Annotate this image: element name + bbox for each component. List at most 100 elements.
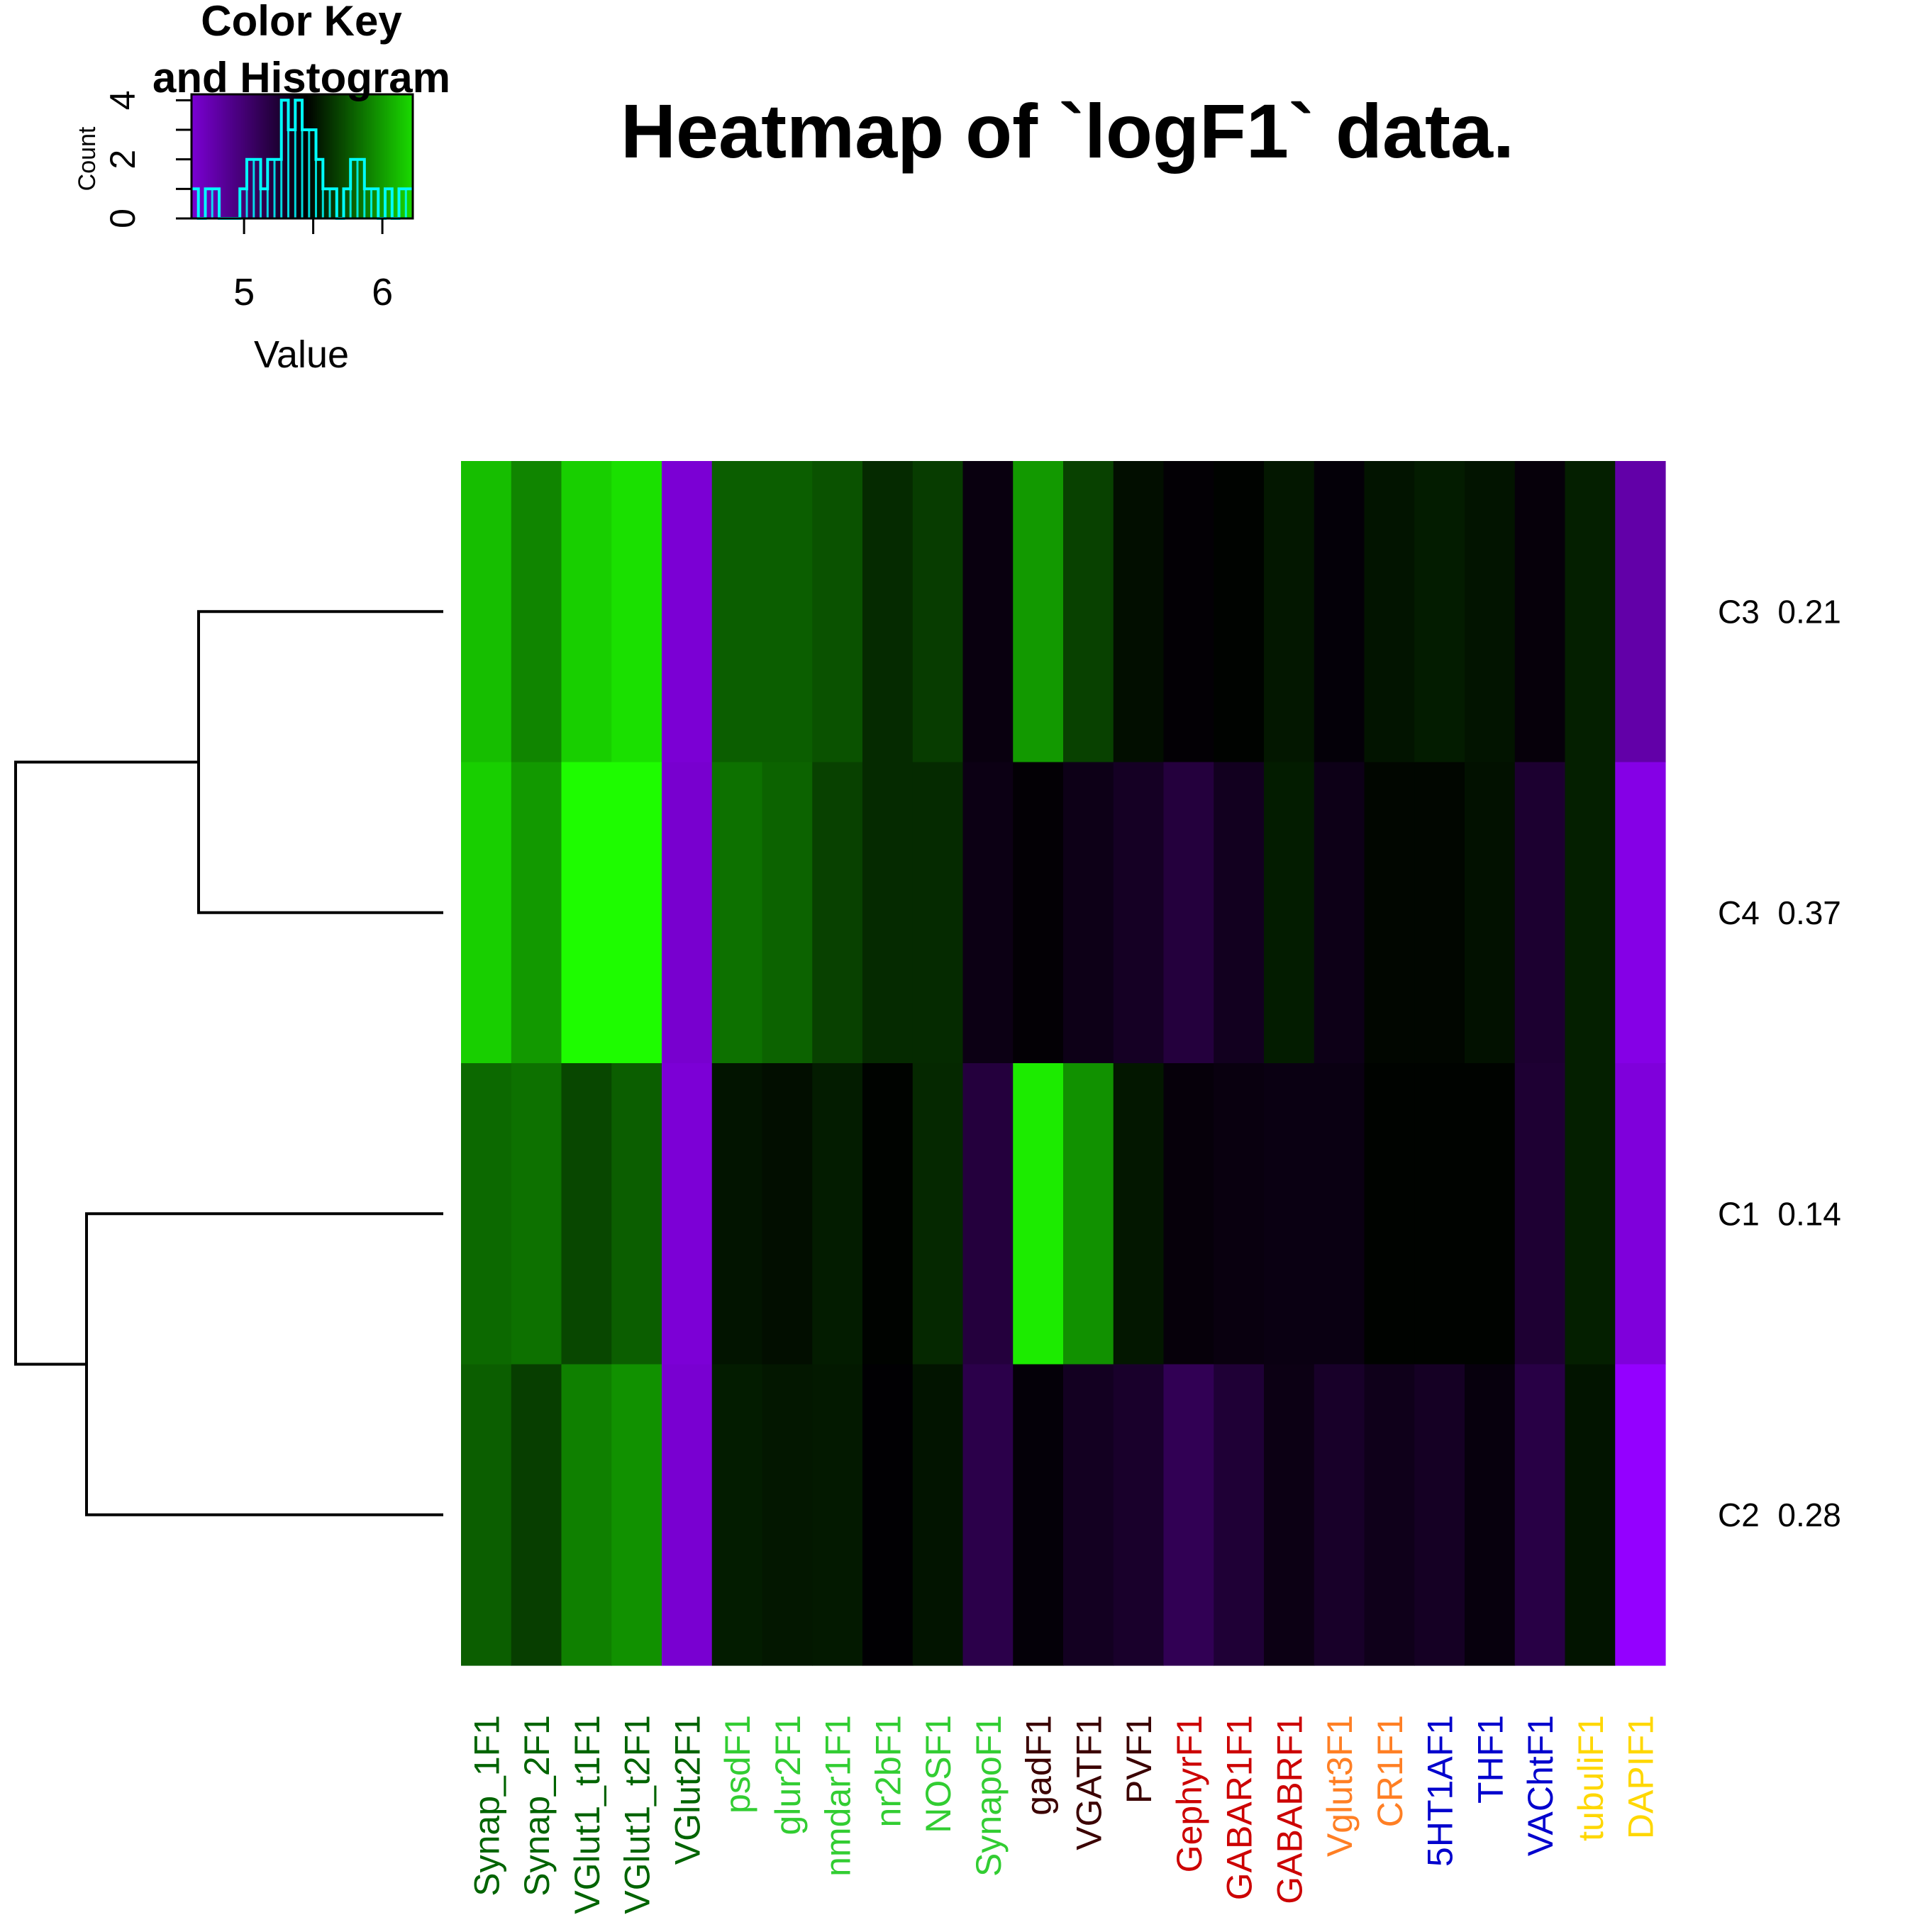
dendrogram-branch <box>197 610 443 914</box>
heatmap-cell <box>1264 461 1315 763</box>
color-key-strip <box>330 94 333 218</box>
heatmap-cell <box>1314 461 1365 763</box>
color-key-strip <box>298 94 301 218</box>
heatmap-cell <box>762 1063 813 1365</box>
heatmap-cell <box>711 1063 763 1365</box>
heatmap-cell <box>1163 1364 1214 1666</box>
color-key-strip <box>398 94 401 218</box>
heatmap-cell <box>1615 1063 1666 1365</box>
heatmap-cell <box>1514 1063 1566 1365</box>
color-key-strip <box>359 94 362 218</box>
color-key-x-label: Value <box>254 333 349 376</box>
color-key-strip <box>252 94 255 218</box>
heatmap-cell <box>1113 762 1165 1064</box>
color-key-strip <box>270 94 273 218</box>
heatmap-cell <box>711 1364 763 1666</box>
color-key-strip <box>248 94 251 218</box>
heatmap-cell <box>461 762 512 1064</box>
heatmap-cell <box>1013 461 1064 763</box>
row-label: C1 0.14 <box>1718 1195 1841 1232</box>
heatmap-cell <box>1364 461 1415 763</box>
column-label: nr2bF1 <box>868 1715 908 1827</box>
color-key-strip <box>352 94 355 218</box>
color-key-strip <box>230 94 233 218</box>
heatmap-cell <box>1163 1063 1214 1365</box>
heatmap-cell <box>561 461 612 763</box>
color-key-x-tick-label: 6 <box>372 271 393 313</box>
heatmap-cells <box>461 461 1666 1666</box>
column-label: DAPIF1 <box>1621 1715 1661 1839</box>
color-key-strip <box>367 94 370 218</box>
color-key-strip <box>206 94 209 218</box>
color-key-strip <box>250 94 253 218</box>
color-key-strip <box>306 94 309 218</box>
color-key-strip <box>224 94 227 218</box>
heatmap-cell <box>1214 1364 1265 1666</box>
column-label: VGlut1_t1F1 <box>567 1715 607 1914</box>
heatmap-cell <box>1364 762 1415 1064</box>
heatmap-cell <box>1615 762 1666 1064</box>
color-key-strip <box>339 94 342 218</box>
color-key-strip <box>223 94 226 218</box>
heatmap-cell <box>1414 762 1465 1064</box>
heatmap-cell <box>561 762 612 1064</box>
heatmap-cell <box>962 461 1014 763</box>
heatmap-cell <box>1113 461 1165 763</box>
heatmap-cell <box>461 461 512 763</box>
color-key-strip <box>263 94 266 218</box>
heatmap-cell <box>1063 1063 1114 1365</box>
color-key-strip <box>232 94 235 218</box>
color-key-strip <box>193 94 196 218</box>
color-key-strip <box>407 94 410 218</box>
heatmap-cell <box>662 461 713 763</box>
color-key-strip <box>278 94 281 218</box>
heatmap-cell <box>862 1063 914 1365</box>
color-key-title-line-2: and Histogram <box>152 54 450 101</box>
color-key-strip <box>296 94 299 218</box>
heatmap-cell <box>1565 1364 1616 1666</box>
dendrogram-branch <box>85 1212 443 1516</box>
color-key-strip <box>409 94 411 218</box>
heatmap-cell <box>1364 1364 1415 1666</box>
heatmap-cell <box>1465 461 1516 763</box>
column-label: VGATF1 <box>1069 1715 1109 1850</box>
heatmap-cell <box>1465 1063 1516 1365</box>
color-key-gradient <box>191 94 413 218</box>
color-key-strip <box>201 94 204 218</box>
heatmap-cell <box>711 461 763 763</box>
color-key-strip <box>241 94 244 218</box>
color-key-strip <box>274 94 277 218</box>
color-key-y-tick-label: 0 <box>103 209 143 228</box>
heatmap-cell <box>1063 1364 1114 1666</box>
heatmap-cell <box>662 1364 713 1666</box>
heatmap-cell <box>1414 461 1465 763</box>
color-key-strip <box>394 94 397 218</box>
heatmap-cell <box>1063 762 1114 1064</box>
color-key-strip <box>239 94 242 218</box>
column-label: PVF1 <box>1119 1715 1159 1804</box>
heatmap-cell <box>762 1364 813 1666</box>
heatmap-cell <box>1565 1063 1616 1365</box>
heatmap-cell <box>1314 1364 1365 1666</box>
color-key-strip <box>324 94 327 218</box>
color-key-strip <box>337 94 340 218</box>
color-key-strip <box>401 94 404 218</box>
heatmap-cell <box>962 1063 1014 1365</box>
color-key-strip <box>328 94 331 218</box>
color-key-strip <box>208 94 211 218</box>
heatmap-cell <box>1514 762 1566 1064</box>
heatmap-cell <box>561 1063 612 1365</box>
color-key-strip <box>362 94 365 218</box>
color-key-strip <box>228 94 231 218</box>
color-key-strip <box>350 94 352 218</box>
color-key-strip <box>233 94 236 218</box>
color-key-y-label: Count <box>74 126 101 191</box>
column-label: tubuliF1 <box>1571 1715 1611 1841</box>
color-key-strip <box>243 94 245 218</box>
heatmap-cell <box>561 1364 612 1666</box>
color-key-strip <box>389 94 392 218</box>
column-label: 5HT1AF1 <box>1421 1715 1460 1867</box>
heatmap-cell <box>962 1364 1014 1666</box>
heatmap-cell <box>1113 1364 1165 1666</box>
color-key-strip <box>265 94 268 218</box>
